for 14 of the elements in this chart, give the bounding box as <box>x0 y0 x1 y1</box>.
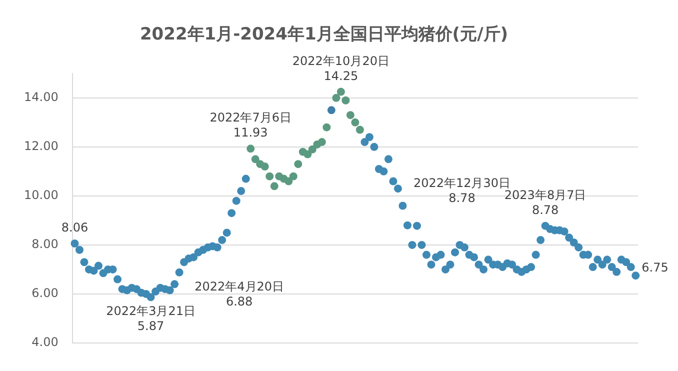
y-tick-label: 14.00 <box>24 90 58 104</box>
data-label: 2022年7月6日 11.93 <box>210 110 292 140</box>
data-label: 2023年8月7日 8.78 <box>504 188 586 217</box>
y-tick-label: 10.00 <box>24 188 58 202</box>
data-label: 2022年4月20日 6.88 <box>194 279 284 308</box>
chart-title: 2022年1月-2024年1月全国日平均猪价(元/斤) <box>140 24 508 45</box>
data-label: 6.75 <box>642 260 668 275</box>
y-tick-label: 6.00 <box>32 286 58 300</box>
data-label: 2022年10月20日 14.25 <box>292 54 390 83</box>
data-label: 2022年3月21日 5.87 <box>106 304 196 334</box>
y-tick-label: 4.00 <box>32 335 58 350</box>
y-tick-label: 12.00 <box>24 139 58 154</box>
data-label: 8.06 <box>61 220 88 234</box>
y-tick-label: 8.00 <box>32 237 58 252</box>
